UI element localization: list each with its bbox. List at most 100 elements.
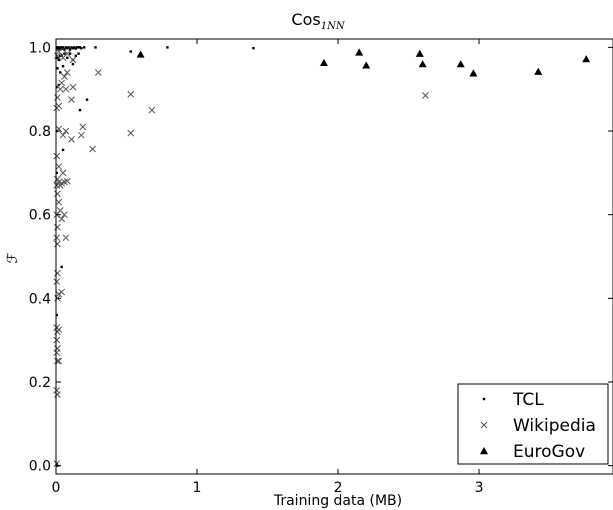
wikipedia-point <box>54 240 61 248</box>
wikipedia-point <box>54 190 61 198</box>
tcl-point <box>73 46 76 49</box>
series-eurogov <box>136 48 591 77</box>
chart-title-main: Cos <box>291 10 320 29</box>
wikipedia-point <box>127 90 135 98</box>
tcl-point <box>85 98 89 101</box>
wikipedia-point <box>59 169 67 177</box>
eurogov-point <box>534 67 543 75</box>
wikipedia-point <box>54 94 61 101</box>
legend-wikipedia-label: Wikipedia <box>513 416 596 436</box>
tcl-point <box>56 56 59 60</box>
wikipedia-point <box>68 96 75 104</box>
tcl-point <box>66 56 69 60</box>
y-tick-label: 0.4 <box>29 291 51 307</box>
y-tick-label: 1.0 <box>29 40 51 56</box>
tcl-point <box>166 46 169 49</box>
tcl-point <box>78 46 82 49</box>
tcl-point <box>74 54 77 57</box>
legend-eurogov-label: EuroGov <box>513 442 585 462</box>
eurogov-point <box>415 49 424 57</box>
wikipedia-point <box>54 357 61 365</box>
tcl-point <box>64 46 68 49</box>
legend-tcl-label: TCL <box>512 390 544 410</box>
tcl-point <box>57 58 61 62</box>
eurogov-point <box>469 69 478 77</box>
tcl-point <box>55 171 58 175</box>
tcl-point <box>129 50 132 53</box>
tcl-point <box>77 52 80 55</box>
tcl-point <box>55 313 58 317</box>
tcl-point <box>66 47 69 50</box>
wikipedia-point <box>53 336 61 344</box>
wikipedia-point <box>89 145 97 153</box>
wikipedia-point <box>127 129 135 137</box>
wikipedia-point <box>54 269 61 277</box>
y-tick-label: 0.6 <box>29 208 51 224</box>
tcl-point <box>60 265 63 269</box>
eurogov-point <box>582 55 591 63</box>
wikipedia-point <box>59 131 67 139</box>
tcl-point <box>63 52 66 55</box>
tcl-point <box>61 46 65 49</box>
wikipedia-point <box>68 136 75 143</box>
plot-marks <box>53 46 591 467</box>
legend-tcl-marker <box>482 397 486 401</box>
tcl-point <box>67 46 70 49</box>
wikipedia-point <box>55 357 63 365</box>
chart-title: Cos1NN <box>291 10 345 32</box>
tcl-point <box>83 46 86 49</box>
wikipedia-point <box>61 211 68 219</box>
tcl-point <box>94 46 97 49</box>
legend-wikipedia-marker <box>480 421 488 429</box>
wikipedia-point <box>62 85 70 93</box>
tcl-point <box>80 47 83 50</box>
wikipedia-point <box>58 288 65 296</box>
chart-title-subscript: 1NN <box>321 21 346 32</box>
wikipedia-point <box>63 50 71 57</box>
x-tick-label: 3 <box>475 480 484 496</box>
wikipedia-point <box>69 56 77 64</box>
tcl-point <box>71 47 75 50</box>
wikipedia-point <box>62 234 70 242</box>
legend: TCL Wikipedia EuroGov <box>457 383 609 465</box>
tcl-point <box>61 148 65 152</box>
tcl-point <box>56 67 59 70</box>
wikipedia-point <box>422 92 429 99</box>
series-tcl <box>55 46 255 467</box>
wikipedia-point <box>78 131 85 139</box>
tcl-point <box>68 52 72 55</box>
wikipedia-point <box>55 48 63 55</box>
y-axis-label: ℱ <box>5 252 21 263</box>
y-tick-label: 0.2 <box>29 375 51 391</box>
wikipedia-point <box>55 326 63 334</box>
legend-eurogov-marker <box>480 447 488 455</box>
wikipedia-point <box>54 391 61 398</box>
y-tick-label: 0.8 <box>29 124 51 140</box>
eurogov-point <box>319 58 328 67</box>
tcl-point <box>78 108 82 112</box>
wikipedia-point <box>148 106 156 114</box>
tcl-point <box>71 62 75 66</box>
x-tick-label: 0 <box>52 480 61 496</box>
wikipedia-point <box>53 349 61 357</box>
tcl-point <box>68 48 72 51</box>
tcl-point <box>75 46 79 49</box>
wikipedia-point <box>61 73 68 80</box>
wikipedia-point <box>55 198 63 206</box>
plot-area-frame <box>55 38 613 475</box>
tcl-point <box>70 46 73 49</box>
wikipedia-point <box>79 123 87 131</box>
wikipedia-point <box>53 182 61 189</box>
tcl-point <box>63 48 66 51</box>
x-tick-label: 2 <box>334 480 343 496</box>
wikipedia-point <box>53 152 61 160</box>
tcl-point <box>59 71 62 74</box>
wikipedia-point <box>53 234 61 242</box>
wikipedia-point <box>53 104 61 112</box>
wikipedia-point <box>58 215 65 223</box>
series-wikipedia <box>53 48 429 467</box>
tcl-point <box>55 85 58 89</box>
wikipedia-point <box>63 69 71 76</box>
wikipedia-point <box>63 177 71 185</box>
